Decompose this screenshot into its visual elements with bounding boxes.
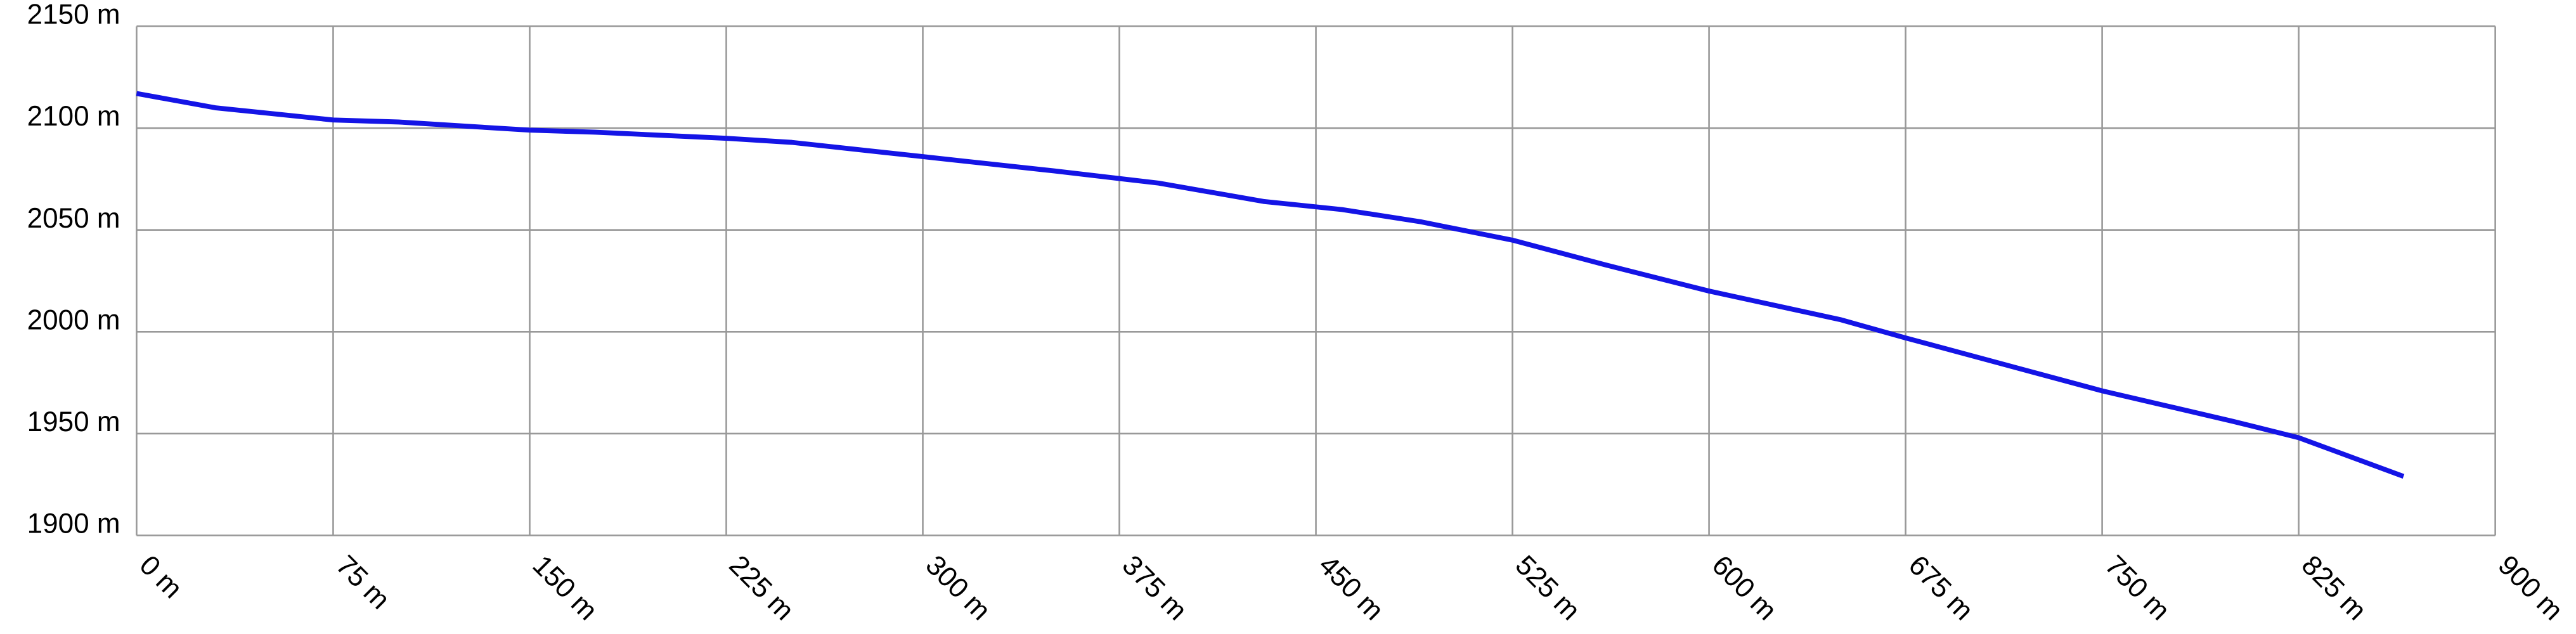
y-tick-label: 2150 m <box>27 0 120 30</box>
y-tick-label: 2050 m <box>27 203 120 234</box>
y-tick-label: 1950 m <box>27 406 120 437</box>
y-tick-label: 1900 m <box>27 508 120 540</box>
y-tick-label: 2000 m <box>27 304 120 335</box>
y-tick-label: 2100 m <box>27 101 120 132</box>
elevation-line <box>136 91 2405 479</box>
